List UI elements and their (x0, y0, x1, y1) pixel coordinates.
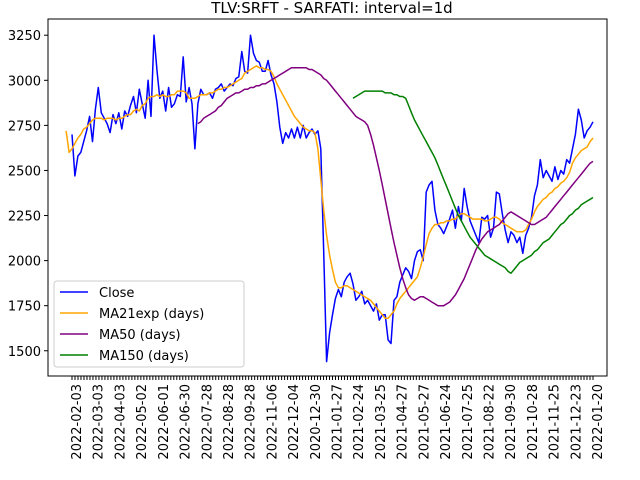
legend-label: MA21exp (days) (99, 307, 204, 322)
x-tick-label: 2021-11-25 (548, 384, 563, 460)
x-tick-label: 2022-05-02 (135, 384, 150, 460)
legend-box (53, 280, 245, 368)
x-tick-label: 2021-05-27 (417, 384, 432, 460)
x-axis: 2022-02-03 2022-03-03 2022-04-03 2022-05-02… (70, 376, 606, 460)
legend: Close MA21exp (days) MA50 (days) MA150 (day… (53, 280, 245, 368)
x-tick-label: 2020-12-30 (309, 384, 324, 460)
plot-frame (47, 18, 608, 377)
x-tick-label: 2022-11-06 (265, 384, 280, 460)
chart-title: TLV:SRFT - SARFATI: interval=1d (210, 0, 452, 17)
x-tick-label: 2021-12-23 (569, 384, 584, 460)
y-tick-label: 1500 (8, 345, 41, 360)
x-tick-label: 2021-01-27 (331, 384, 346, 460)
series-line-1 (65, 65, 594, 320)
series-line-2 (197, 66, 594, 307)
x-tick-label: 2022-09-28 (244, 384, 259, 460)
x-tick-label: 2021-04-27 (396, 384, 411, 460)
x-tick-label: 2022-06-30 (179, 384, 194, 460)
x-tick-label: 2021-08-22 (482, 384, 497, 460)
y-tick-label: 2000 (8, 255, 41, 270)
y-tick-label: 3000 (8, 74, 41, 89)
x-tick-label: 2021-09-30 (504, 384, 519, 460)
x-tick-label: 2022-07-28 (200, 384, 215, 460)
series-line-3 (352, 90, 594, 274)
x-tick-label: 2021-02-24 (352, 384, 367, 460)
x-tick-label: 2022-01-20 (591, 384, 606, 460)
y-tick-label: 2250 (8, 210, 41, 225)
y-tick-label: 3250 (8, 29, 41, 44)
x-tick-label: 2022-02-03 (70, 384, 85, 460)
x-tick-label: 2022-12-04 (287, 384, 302, 460)
y-axis: 1500 1750 2000 2250 2500 2750 3000 3250 (8, 29, 48, 360)
x-tick-label: 2022-08-28 (222, 384, 237, 460)
x-tick-label: 2022-04-03 (113, 384, 128, 460)
plot-lines (65, 34, 594, 363)
x-tick-label: 2021-03-25 (374, 384, 389, 460)
x-tick-label: 2022-06-01 (157, 384, 172, 460)
x-tick-label: 2021-07-25 (461, 384, 476, 460)
legend-label: Close (99, 286, 134, 301)
x-tick-label: 2021-06-24 (439, 384, 454, 460)
x-tick-label: 2021-10-28 (526, 384, 541, 460)
x-tick-label: 2022-03-03 (92, 384, 107, 460)
legend-label: MA50 (days) (99, 328, 181, 343)
legend-label: MA150 (days) (99, 349, 189, 364)
y-tick-label: 2750 (8, 119, 41, 134)
y-tick-label: 2500 (8, 164, 41, 179)
series-line-0 (71, 34, 594, 363)
y-tick-label: 1750 (8, 300, 41, 315)
